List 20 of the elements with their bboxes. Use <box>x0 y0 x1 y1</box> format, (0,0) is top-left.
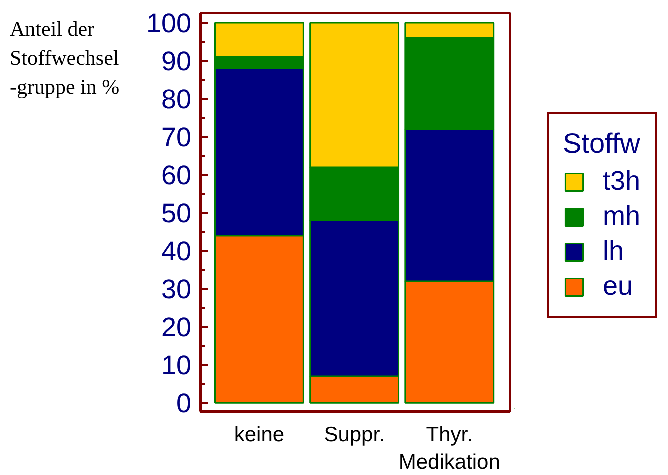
y-tick-label: 10 <box>161 350 192 381</box>
y-axis-title: Anteil der Stoffwechsel -gruppe in % <box>9 16 120 101</box>
y-tick-label: 100 <box>146 8 192 39</box>
legend-label: eu <box>603 271 634 302</box>
y-tick-label: 80 <box>161 84 192 115</box>
y-tick-label: 60 <box>161 160 192 191</box>
y-tick-label: 50 <box>161 198 192 229</box>
x-tick-label: Thyr. Medikation <box>398 424 500 474</box>
y-tick-label: 0 <box>176 388 192 419</box>
y-tick-label: 90 <box>161 46 192 77</box>
legend-label: lh <box>603 236 624 267</box>
x-tick-label: Suppr. <box>324 424 385 446</box>
y-tick-label: 20 <box>161 312 192 343</box>
legend-label: t3h <box>603 166 641 197</box>
legend-title: Stoffw <box>563 128 641 160</box>
legend-label: mh <box>603 201 641 232</box>
y-tick-label: 30 <box>161 274 192 305</box>
x-tick-label: keine <box>234 424 285 446</box>
y-tick-label: 40 <box>161 236 192 267</box>
y-tick-label: 70 <box>161 122 192 153</box>
